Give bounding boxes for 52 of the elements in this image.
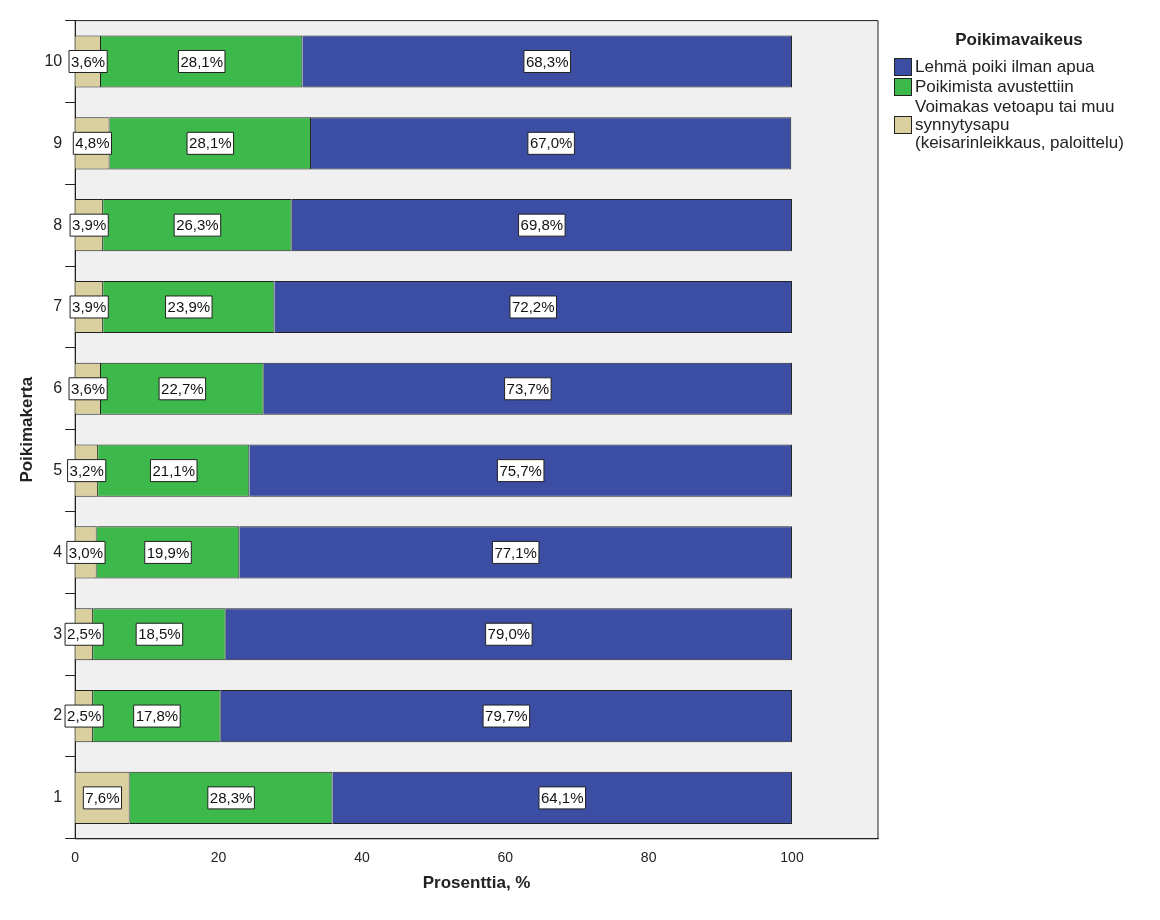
data-label: 4,8% <box>75 134 110 152</box>
x-axis-title: Prosenttia, % <box>422 873 531 893</box>
data-label: 3,6% <box>71 379 106 397</box>
data-label: 28,3% <box>209 789 253 807</box>
y-tick-label: 8 <box>53 215 63 233</box>
data-label: 26,3% <box>176 216 219 234</box>
data-label: 7,6% <box>85 789 120 807</box>
data-label: 69,8% <box>520 216 564 234</box>
y-tick-label: 9 <box>53 133 63 151</box>
data-label: 73,7% <box>506 379 550 397</box>
data-label: 77,1% <box>494 543 537 561</box>
data-label: 18,5% <box>138 625 181 643</box>
data-label: 3,2% <box>69 461 104 479</box>
x-tick-label: 0 <box>71 849 80 866</box>
y-tick-label: 7 <box>53 297 63 315</box>
data-label: 28,1% <box>189 134 232 152</box>
legend-label: Poikimista avustettiin <box>915 77 1074 96</box>
y-tick-label: 1 <box>53 788 63 806</box>
x-tick-label: 100 <box>780 849 804 866</box>
y-tick-label: 6 <box>53 379 63 397</box>
data-label: 79,0% <box>487 625 531 643</box>
data-label: 23,9% <box>167 298 211 316</box>
y-tick-label: 4 <box>53 542 63 560</box>
data-label: 3,0% <box>68 543 104 561</box>
data-label: 17,8% <box>135 707 179 725</box>
data-label: 2,5% <box>67 625 102 643</box>
data-label: 21,1% <box>152 461 196 479</box>
data-label: 19,9% <box>146 543 190 561</box>
y-tick-label: 5 <box>53 461 63 479</box>
data-label: 72,2% <box>511 298 555 316</box>
x-tick-label: 40 <box>354 849 370 866</box>
data-label: 75,7% <box>499 461 542 479</box>
y-axis-title: Poikimakerta <box>16 376 36 483</box>
legend-title: Poikimavaikeus <box>954 30 1084 50</box>
data-label: 64,1% <box>540 789 584 807</box>
y-tick-label: 2 <box>53 706 63 724</box>
data-label: 67,0% <box>529 134 573 152</box>
data-label: 3,6% <box>71 52 106 70</box>
data-label: 68,3% <box>525 52 569 70</box>
legend-label: Lehmä poiki ilman apua <box>915 57 1095 76</box>
data-label: 3,9% <box>72 216 107 234</box>
data-label: 2,5% <box>67 707 102 725</box>
y-tick-label: 10 <box>44 51 63 69</box>
legend-label: Voimakas vetoapu tai muu synnytysapu (keisarinleikkaus, paloittelu) <box>915 97 1125 152</box>
x-tick-label: 20 <box>210 849 227 866</box>
data-label: 3,9% <box>72 298 107 316</box>
data-label: 28,1% <box>180 52 223 70</box>
data-label: 79,7% <box>485 707 528 725</box>
x-tick-label: 60 <box>497 849 514 866</box>
data-label: 22,7% <box>161 379 204 397</box>
x-tick-label: 80 <box>640 849 657 866</box>
y-tick-label: 3 <box>53 624 63 642</box>
